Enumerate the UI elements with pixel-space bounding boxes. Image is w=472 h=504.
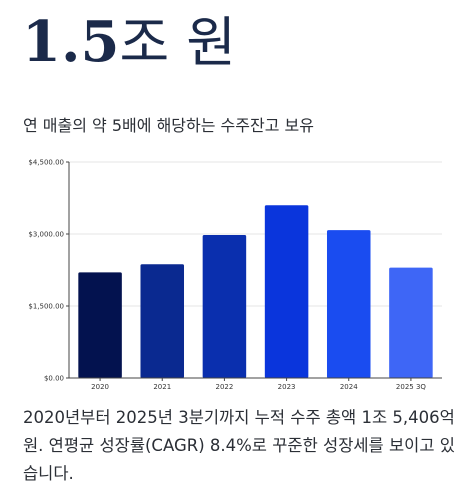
y-tick-label: $0.00 [44,375,64,383]
y-tick-label: $3,000.00 [28,231,64,239]
backlog-bar-chart: $0.00 $1,500.00 $3,000.00 $4,500.00 2020 2021… [28,159,442,392]
chart-subtitle: 연 매출의 약 5배에 해당하는 수주잔고 보유 [23,116,314,135]
grid-lines [69,161,442,307]
x-tick-label: 2020 [91,383,109,391]
bar-2024 [326,230,371,378]
chart-description: 2020년부터 2025년 3분기까지 누적 수주 총액 1조 5,406억 원… [23,408,455,483]
headline-number: 1.5 [22,9,120,75]
x-tick-label: 2021 [153,383,171,391]
bar-2021 [140,264,185,378]
axis-labels: $0.00 $1,500.00 $3,000.00 $4,500.00 2020 2021… [28,159,426,392]
bars [78,205,433,378]
headline-amount: 1.5조 원 [22,4,236,81]
x-tick-label: 2023 [278,383,296,391]
y-tick-label: $4,500.00 [28,159,64,167]
x-tick-label: 2025 3Q [396,383,426,391]
bar-2023 [264,205,309,378]
x-tick-label: 2024 [340,383,358,391]
bar-2020 [78,272,122,378]
y-tick-label: $1,500.00 [28,303,64,311]
bar-2022 [202,234,247,378]
bar-2025-3q [389,267,433,378]
x-tick-label: 2022 [216,383,234,391]
headline-unit: 조 원 [119,11,236,74]
